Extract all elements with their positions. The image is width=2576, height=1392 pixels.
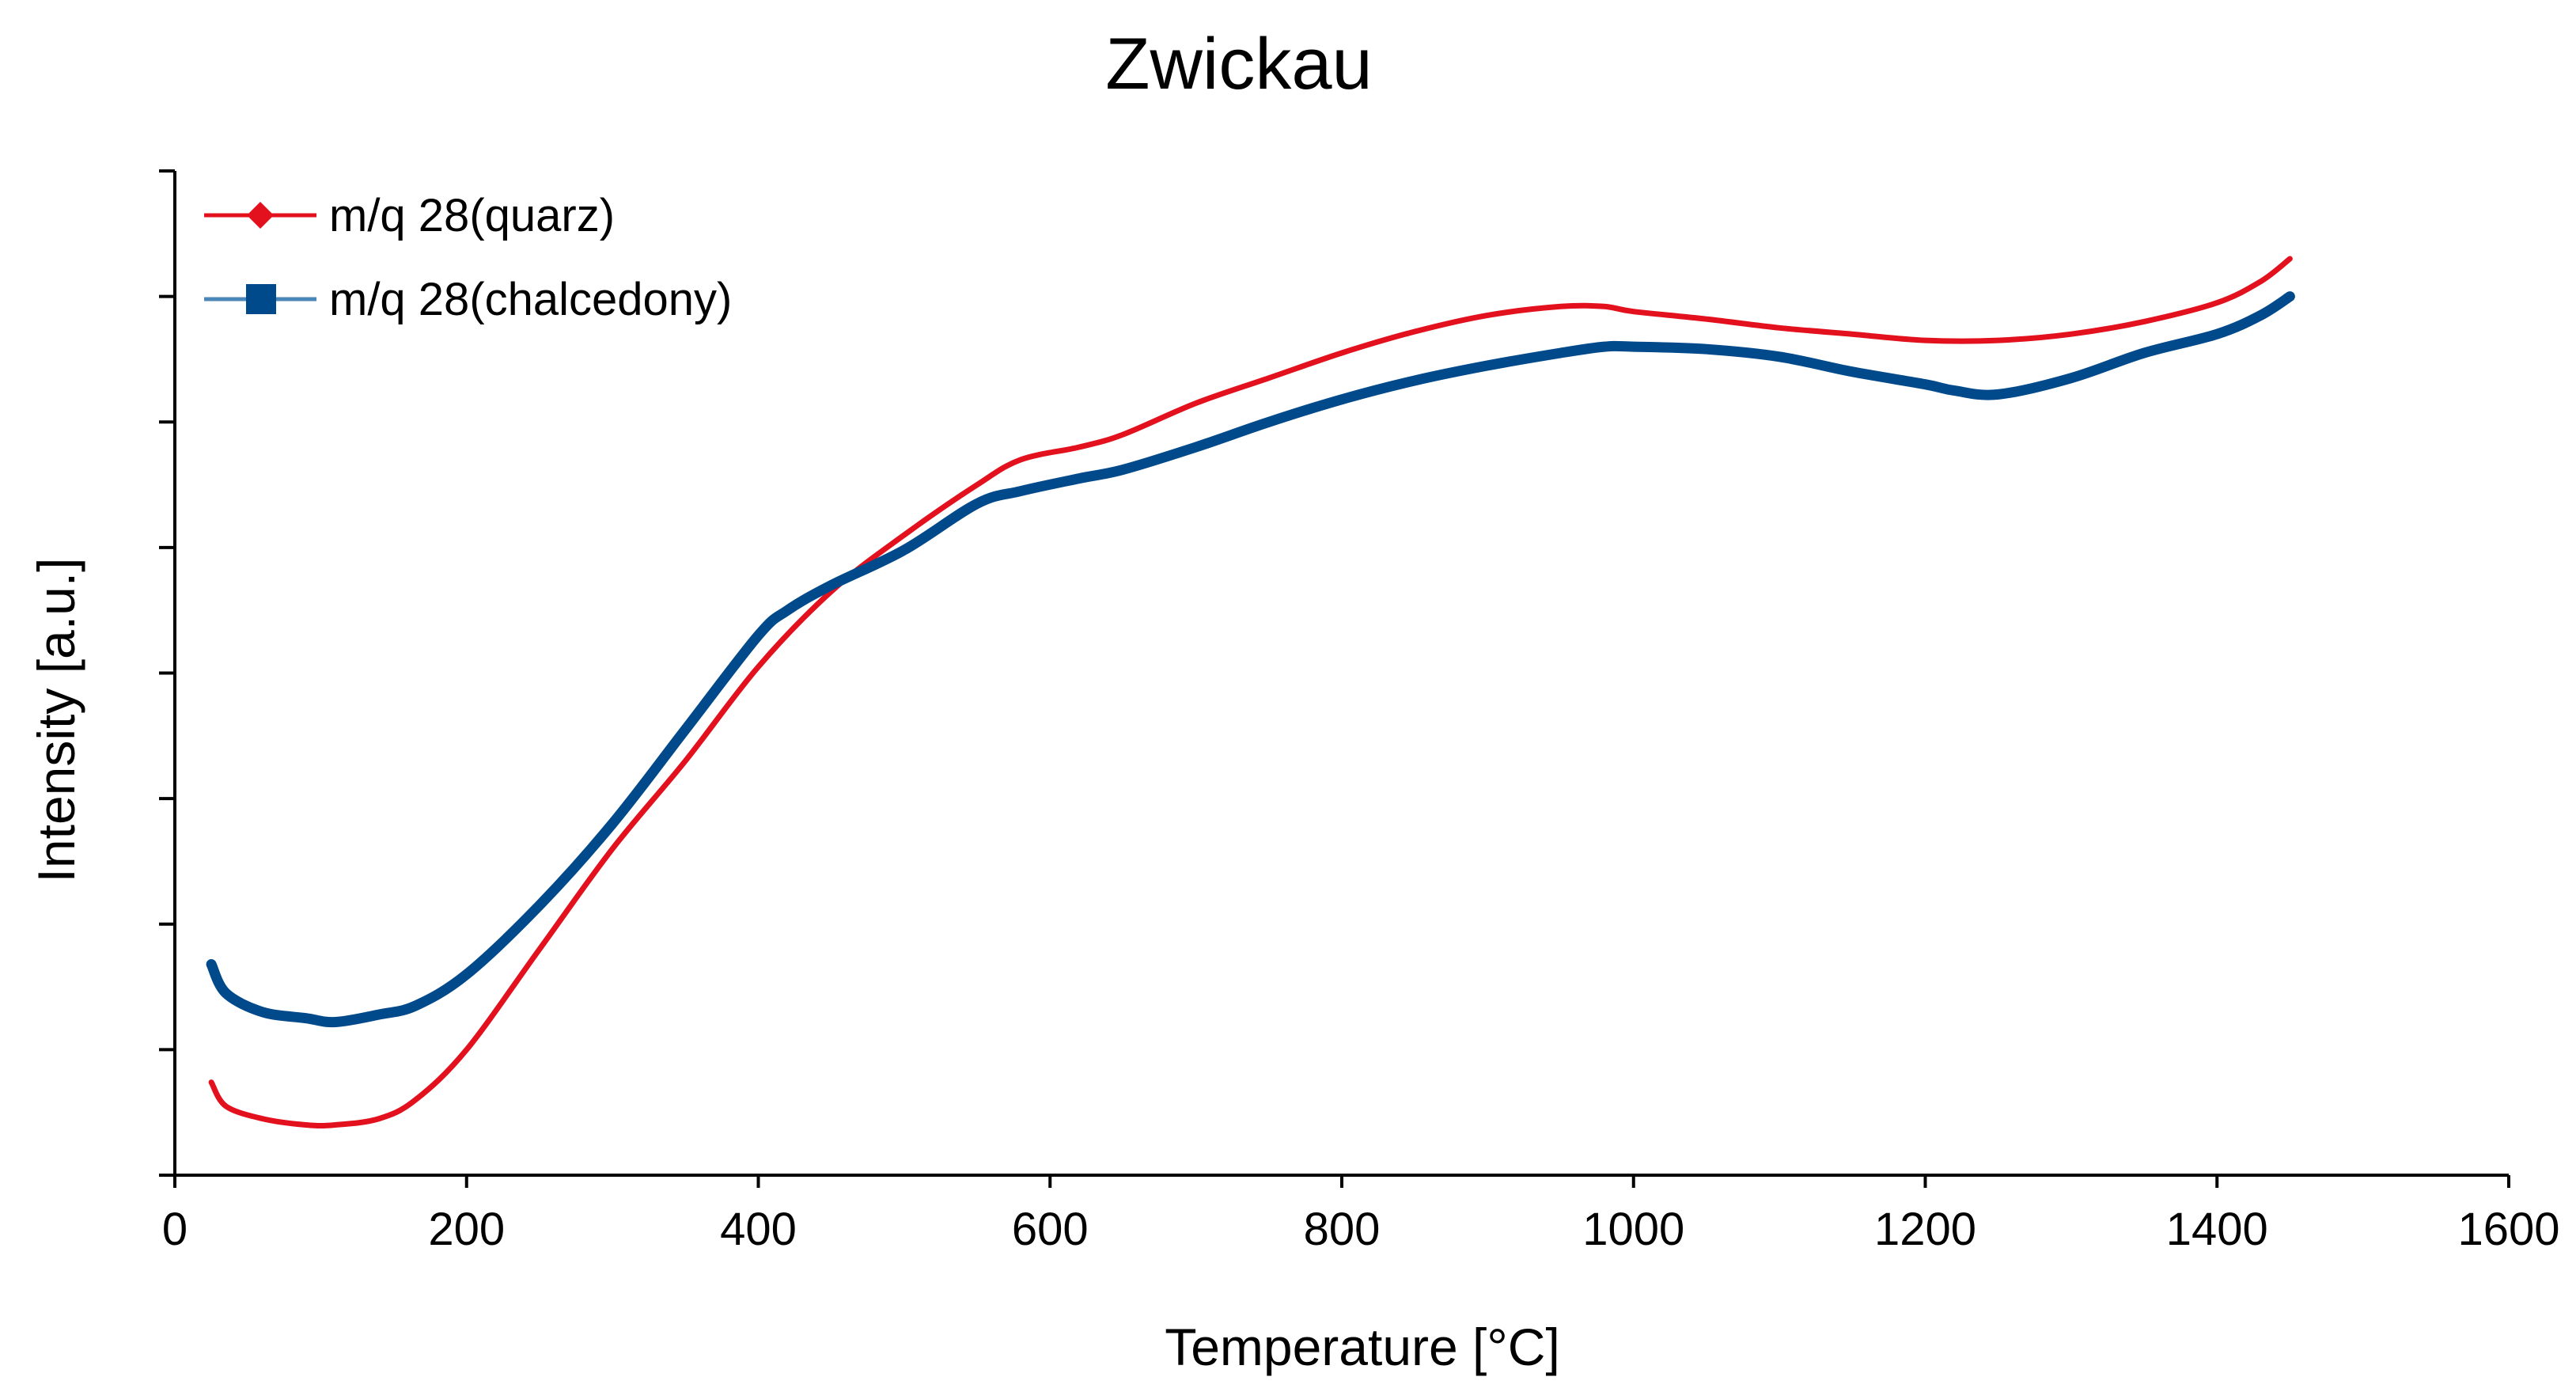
x-axis-label: Temperature [°C] <box>1165 1318 1560 1376</box>
legend: m/q 28(quarz) m/q 28(chalcedony) <box>204 190 732 325</box>
series-line-1 <box>206 291 2295 1028</box>
x-tick-label-5: 1000 <box>1582 1204 1684 1255</box>
x-tick-label-3: 600 <box>1012 1204 1089 1255</box>
series-line-0 <box>208 256 2293 1129</box>
x-tick-label-2: 400 <box>720 1204 797 1255</box>
x-tick-label-1: 200 <box>428 1204 505 1255</box>
legend-item-1: m/q 28(chalcedony) <box>204 274 732 325</box>
series-group <box>206 256 2295 1129</box>
x-ticks: 0 200 400 600 800 1000 1200 1400 1600 <box>162 1175 2560 1255</box>
x-tick-label-8: 1600 <box>2457 1204 2559 1255</box>
x-tick-label-0: 0 <box>162 1204 188 1255</box>
chart-title: Zwickau <box>1105 24 1372 104</box>
legend-marker-1 <box>246 284 276 314</box>
x-tick-label-6: 1200 <box>1874 1204 1976 1255</box>
x-tick-label-4: 800 <box>1304 1204 1381 1255</box>
legend-item-0: m/q 28(quarz) <box>204 190 615 241</box>
y-axis-label: Intensity [a.u.] <box>27 558 85 883</box>
legend-label-1: m/q 28(chalcedony) <box>329 274 732 325</box>
x-tick-label-7: 1400 <box>2166 1204 2268 1255</box>
y-ticks <box>159 169 175 1177</box>
legend-marker-0 <box>247 202 274 229</box>
legend-label-0: m/q 28(quarz) <box>329 190 615 241</box>
